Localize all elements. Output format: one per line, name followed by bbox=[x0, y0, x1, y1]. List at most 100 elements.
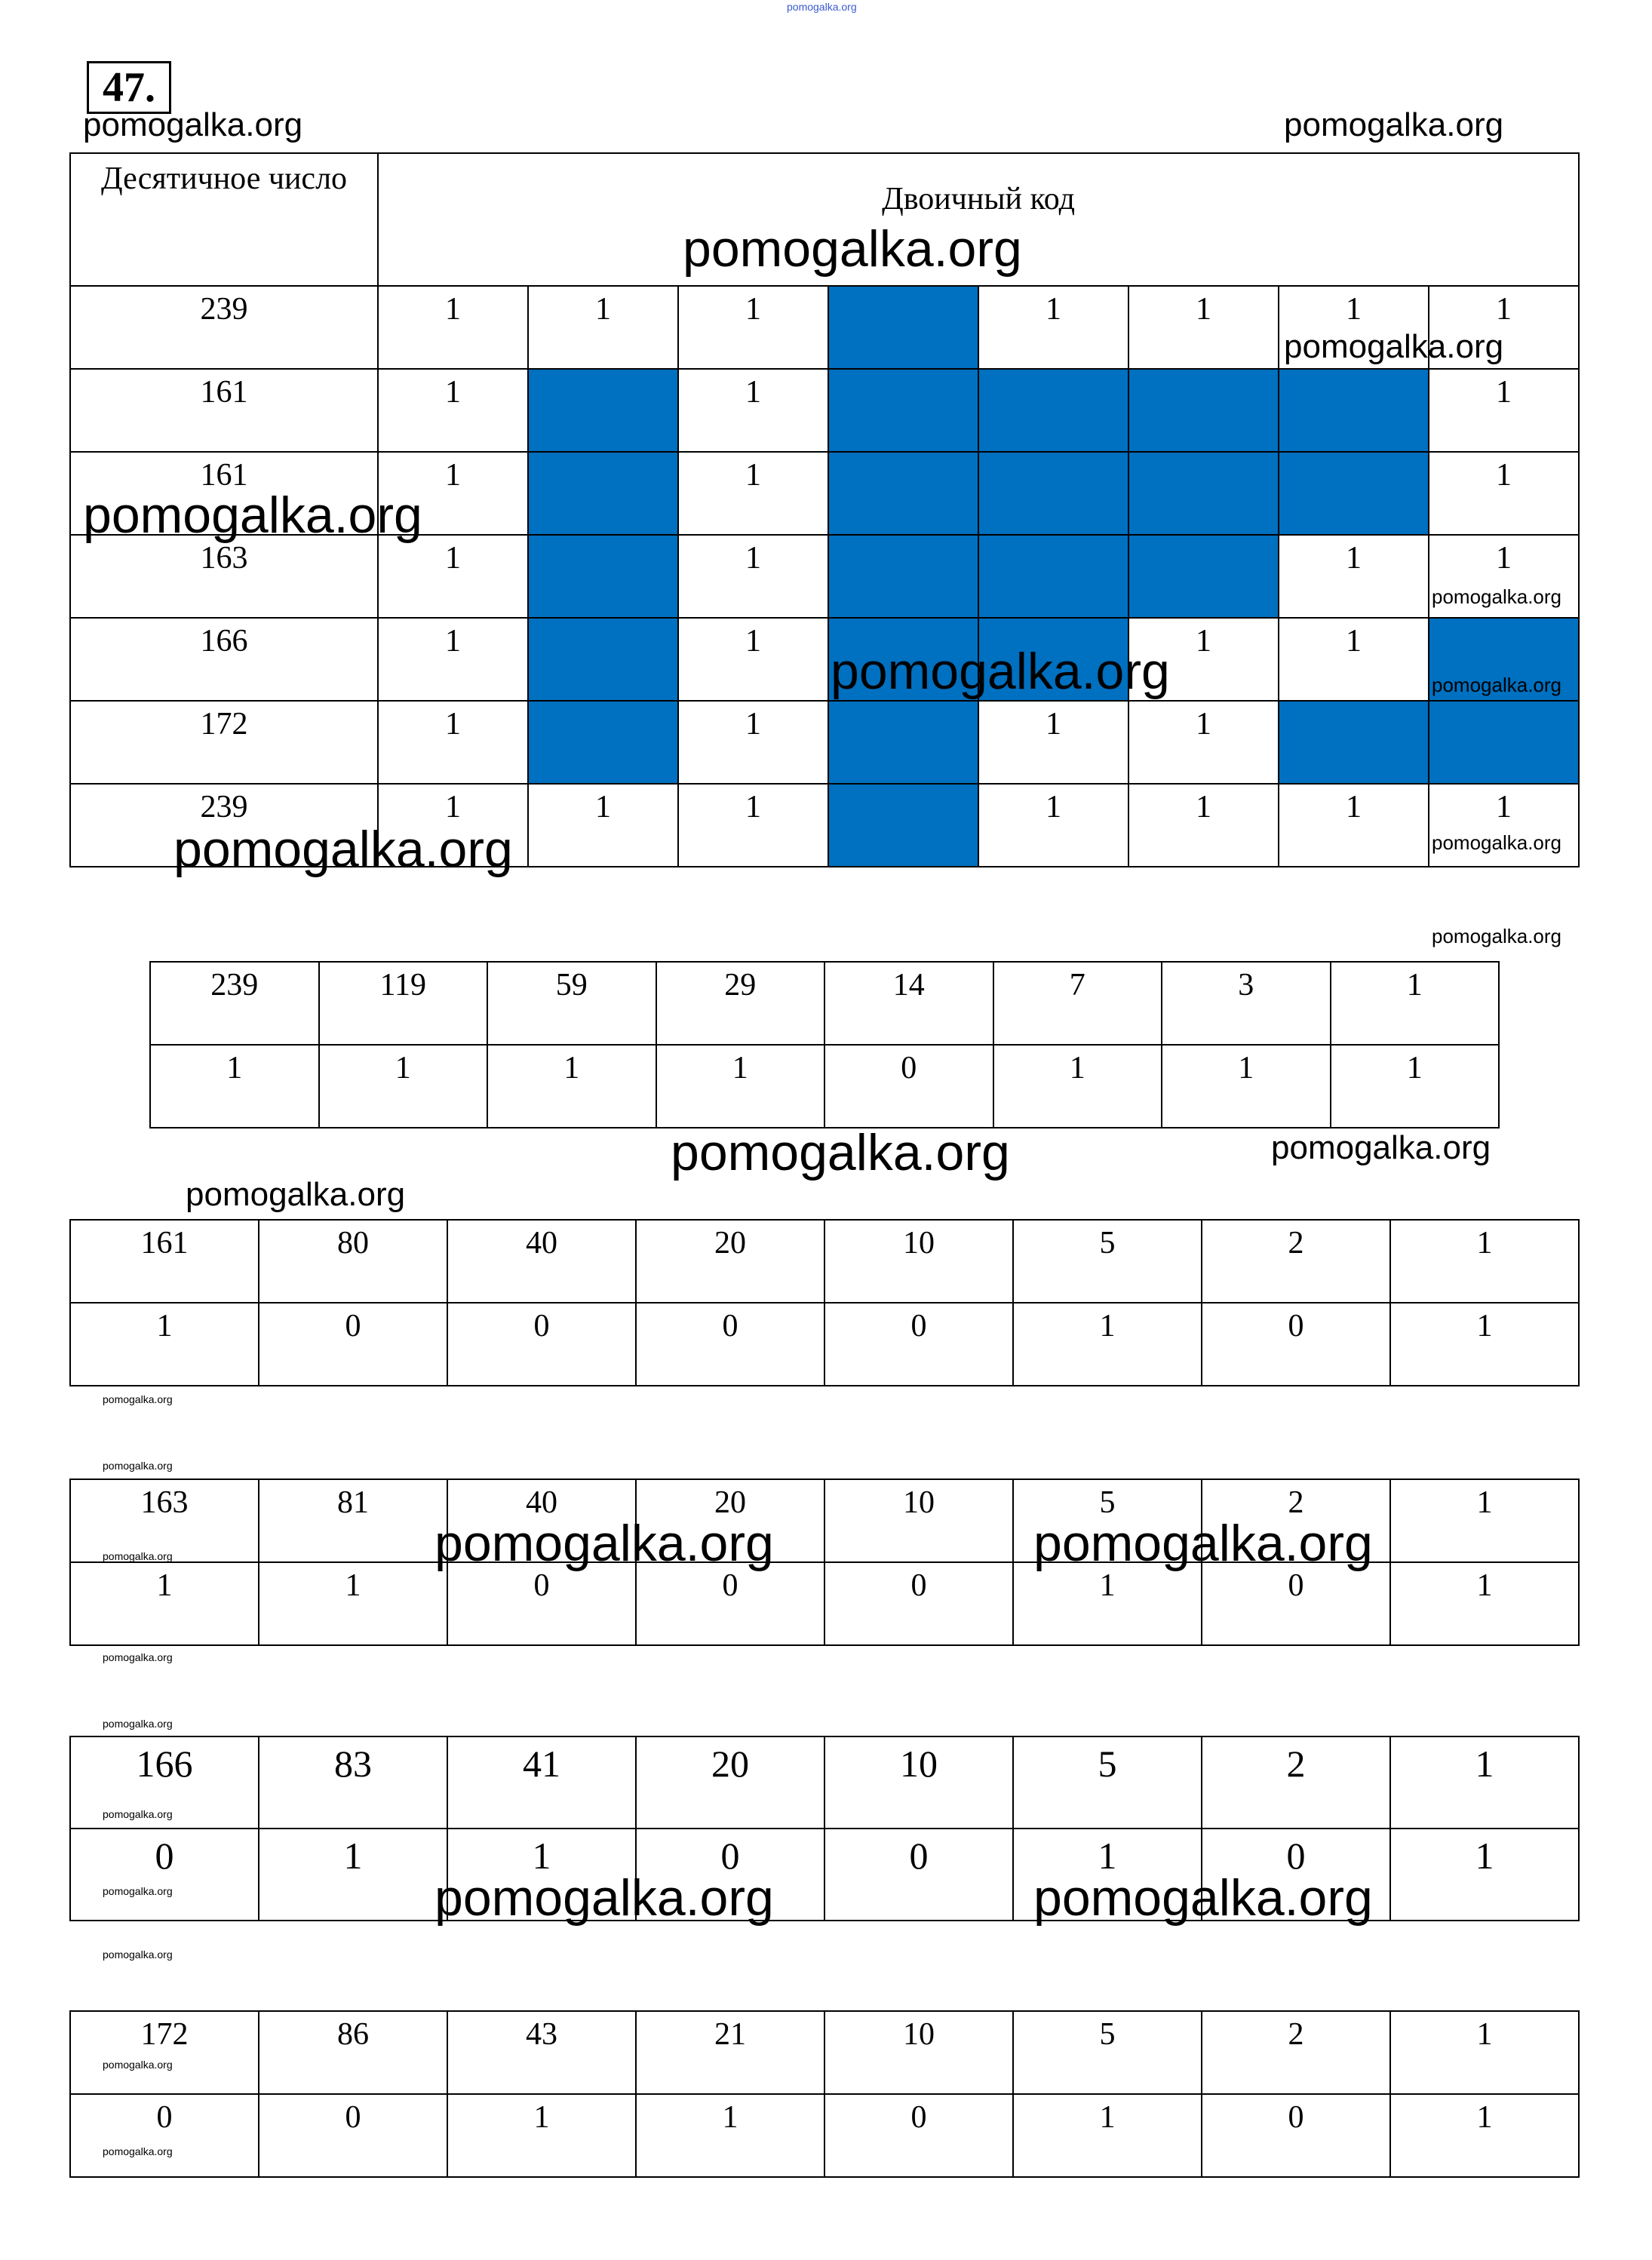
filled-cell bbox=[828, 534, 979, 619]
quotient-cell: 10 bbox=[824, 1479, 1014, 1563]
watermark: pomogalka.org bbox=[1033, 1515, 1373, 1572]
quotient-cell: 20 bbox=[635, 1736, 825, 1829]
division-table: 161 80 40 20 10 5 2 1 1 0 0 0 0 1 0 1 bbox=[69, 1219, 1580, 1386]
watermark: pomogalka.org bbox=[103, 1550, 173, 1562]
remainder-cell: 0 bbox=[824, 1044, 994, 1128]
bit-cell: 1 bbox=[1427, 368, 1580, 453]
filled-cell bbox=[828, 451, 979, 536]
filled-cell bbox=[828, 617, 979, 702]
bit-cell: 1 bbox=[377, 700, 529, 785]
remainder-cell: 1 bbox=[635, 2093, 825, 2178]
remainder-cell: 1 bbox=[1389, 1302, 1580, 1386]
quotient-cell: 5 bbox=[1012, 1479, 1202, 1563]
quotient-cell: 239 bbox=[149, 961, 320, 1046]
remainder-cell: 1 bbox=[69, 1561, 259, 1646]
bit-cell: 1 bbox=[677, 285, 829, 370]
watermark: pomogalka.org bbox=[103, 1651, 173, 1663]
bit-cell: 1 bbox=[377, 368, 529, 453]
bit-cell: 1 bbox=[1427, 285, 1580, 370]
watermark: pomogalka.org bbox=[103, 1808, 173, 1820]
watermark: pomogalka.org bbox=[1432, 585, 1561, 608]
filled-cell bbox=[1278, 451, 1429, 536]
table-row: 166 1 1 1 1 bbox=[69, 617, 1580, 702]
filled-cell bbox=[527, 617, 679, 702]
table-row: 239 1 1 1 1 1 1 1 bbox=[69, 783, 1580, 867]
table-row: 161 1 1 1 bbox=[69, 368, 1580, 453]
remainder-cell: 0 bbox=[824, 1302, 1014, 1386]
bit-cell: 1 bbox=[677, 451, 829, 536]
table-row: 172 1 1 1 1 bbox=[69, 700, 1580, 785]
remainder-cell: 0 bbox=[258, 1302, 448, 1386]
watermark: pomogalka.org bbox=[1432, 831, 1561, 854]
bit-cell: 1 bbox=[677, 783, 829, 867]
quotient-cell: 41 bbox=[447, 1736, 637, 1829]
remainder-cell: 1 bbox=[447, 2093, 637, 2178]
remainder-cell: 1 bbox=[69, 1302, 259, 1386]
filled-cell bbox=[1427, 617, 1580, 702]
watermark: pomogalka.org bbox=[1284, 328, 1504, 365]
decimal-cell: 161 bbox=[69, 368, 379, 453]
bit-cell: 1 bbox=[1278, 783, 1429, 867]
bit-cell: 1 bbox=[1128, 617, 1279, 702]
filled-cell bbox=[527, 534, 679, 619]
quotient-cell: 166 bbox=[69, 1736, 259, 1829]
filled-cell bbox=[527, 451, 679, 536]
remainder-cell: 1 bbox=[655, 1044, 825, 1128]
remainder-cell: 0 bbox=[1201, 1561, 1391, 1646]
remainder-cell: 1 bbox=[1012, 1828, 1202, 1921]
binary-code-table: Десятичное число Двоичный код 239 1 1 1 1 1 1 1… bbox=[69, 152, 1580, 867]
remainder-cell: 0 bbox=[1201, 2093, 1391, 2178]
watermark: pomogalka.org bbox=[434, 1869, 774, 1927]
filled-cell bbox=[978, 534, 1129, 619]
decimal-cell: 166 bbox=[69, 617, 379, 702]
decimal-cell: 239 bbox=[69, 285, 379, 370]
watermark: pomogalka.org bbox=[1432, 674, 1561, 696]
bit-cell: 1 bbox=[1128, 700, 1279, 785]
quotient-cell: 172 bbox=[69, 2010, 259, 2095]
bit-cell: 1 bbox=[677, 368, 829, 453]
quotient-cell: 29 bbox=[655, 961, 825, 1046]
watermark: pomogalka.org bbox=[83, 106, 303, 143]
decimal-cell: 239 bbox=[69, 783, 379, 867]
watermark: pomogalka.org bbox=[1033, 1869, 1373, 1927]
decimal-cell: 163 bbox=[69, 534, 379, 619]
remainder-cell: 1 bbox=[258, 1828, 448, 1921]
quotient-cell: 5 bbox=[1012, 2010, 1202, 2095]
table-row: 161 1 1 1 bbox=[69, 451, 1580, 536]
watermark: pomogalka.org bbox=[103, 1885, 173, 1897]
remainder-cell: 0 bbox=[824, 1828, 1014, 1921]
quotient-row: 161 80 40 20 10 5 2 1 bbox=[69, 1219, 1580, 1303]
bit-cell: 1 bbox=[527, 783, 679, 867]
watermark: pomogalka.org bbox=[831, 643, 1170, 700]
quotient-cell: 2 bbox=[1201, 1219, 1391, 1303]
remainder-cell: 1 bbox=[1329, 1044, 1500, 1128]
table-row: 163 1 1 1 1 bbox=[69, 534, 1580, 619]
filled-cell bbox=[527, 368, 679, 453]
quotient-cell: 7 bbox=[992, 961, 1162, 1046]
filled-cell bbox=[1128, 451, 1279, 536]
header-binary-code: Двоичный код bbox=[376, 152, 1580, 287]
quotient-cell: 2 bbox=[1201, 2010, 1391, 2095]
filled-cell bbox=[978, 451, 1129, 536]
quotient-row: 172 86 43 21 10 5 2 1 bbox=[69, 2010, 1580, 2095]
quotient-cell: 43 bbox=[447, 2010, 637, 2095]
remainder-cell: 1 bbox=[1389, 2093, 1580, 2178]
watermark: pomogalka.org bbox=[1271, 1129, 1491, 1166]
quotient-cell: 119 bbox=[318, 961, 488, 1046]
quotient-cell: 10 bbox=[824, 1219, 1014, 1303]
quotient-cell: 20 bbox=[635, 1479, 825, 1563]
quotient-cell: 163 bbox=[69, 1479, 259, 1563]
quotient-cell: 1 bbox=[1389, 1736, 1580, 1829]
remainder-cell: 1 bbox=[1012, 2093, 1202, 2178]
watermark: pomogalka.org bbox=[103, 2059, 173, 2071]
quotient-cell: 59 bbox=[487, 961, 657, 1046]
remainder-cell: 1 bbox=[1389, 1828, 1580, 1921]
filled-cell bbox=[527, 700, 679, 785]
filled-cell bbox=[1128, 368, 1279, 453]
quotient-cell: 1 bbox=[1389, 2010, 1580, 2095]
quotient-cell: 10 bbox=[824, 1736, 1014, 1829]
division-table: 166 83 41 20 10 5 2 1 0 1 1 0 0 1 0 1 bbox=[69, 1736, 1580, 1921]
